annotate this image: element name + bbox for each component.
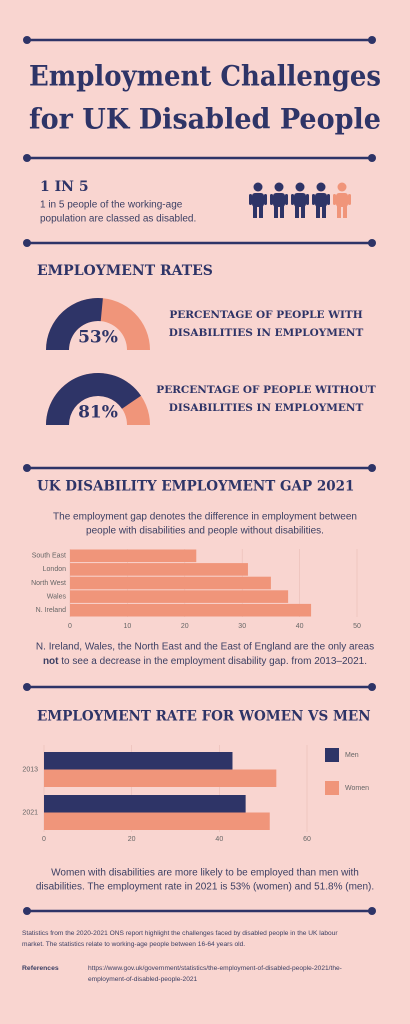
divider-dot — [23, 36, 31, 44]
footer-text: Statistics from the 2020-2021 ONS report… — [22, 930, 338, 937]
gauge-caption: PERCENTAGE OF PEOPLE WITHOUT — [156, 384, 376, 396]
divider-dot — [368, 683, 376, 691]
y-tick-label: London — [43, 566, 66, 573]
gauge-label: 53% — [78, 328, 118, 348]
x-tick-label: 10 — [124, 623, 132, 630]
bar — [70, 549, 197, 563]
divider-dot — [368, 907, 376, 915]
divider-dot — [368, 36, 376, 44]
legend-swatch — [325, 781, 339, 795]
note: N. Ireland, Wales, the North East and th… — [36, 642, 374, 653]
stat-heading: 1 IN 5 — [40, 179, 89, 195]
bar — [44, 769, 277, 787]
divider-dot — [23, 464, 31, 472]
bar — [44, 812, 270, 830]
y-tick-label: N. Ireland — [36, 607, 66, 614]
section-heading: EMPLOYMENT RATE FOR WOMEN VS MEN — [37, 709, 371, 725]
title: Employment Challenges — [29, 60, 381, 93]
y-tick-label: 2021 — [22, 809, 38, 816]
reference-link: https://www.gov.uk/government/statistics… — [88, 965, 342, 972]
title: for UK Disabled People — [29, 103, 381, 136]
x-tick-label: 20 — [128, 836, 136, 843]
x-tick-label: 0 — [68, 623, 72, 630]
gauge-fill — [46, 298, 103, 350]
gauge-caption: DISABILITIES IN EMPLOYMENT — [169, 402, 364, 414]
bar — [70, 576, 271, 590]
caption: disabilities. The employment rate in 202… — [36, 882, 374, 893]
legend-swatch — [325, 748, 339, 762]
divider-dot — [368, 154, 376, 162]
references-label: References — [22, 965, 59, 972]
gauge-caption: DISABILITIES IN EMPLOYMENT — [169, 327, 364, 339]
bar — [44, 752, 233, 770]
divider-dot — [23, 683, 31, 691]
divider-dot — [23, 154, 31, 162]
footer-text: market. The statistics relate to working… — [22, 941, 245, 948]
bar — [70, 563, 248, 576]
x-tick-label: 60 — [303, 836, 311, 843]
x-tick-label: 30 — [238, 623, 246, 630]
y-tick-label: South East — [32, 553, 66, 560]
x-tick-label: 20 — [181, 623, 189, 630]
x-tick-label: 50 — [353, 623, 361, 630]
gauge-fill — [46, 372, 142, 425]
y-tick-label: 2013 — [22, 766, 38, 773]
x-tick-label: 40 — [296, 623, 304, 630]
legend-label: Men — [345, 752, 359, 759]
divider-dot — [23, 239, 31, 247]
note: to see a decrease in the employment disa… — [59, 656, 368, 667]
legend-label: Women — [345, 785, 369, 792]
note-emphasis: not — [43, 656, 59, 667]
description: The employment gap denotes the differenc… — [53, 512, 357, 523]
divider-dot — [23, 907, 31, 915]
x-tick-label: 40 — [215, 836, 223, 843]
reference-link: employment-of-disabled-people-2021 — [88, 976, 198, 983]
gauge-caption: PERCENTAGE OF PEOPLE WITH — [169, 309, 362, 321]
section-heading: UK DISABILITY EMPLOYMENT GAP 2021 — [37, 479, 354, 495]
divider-dot — [368, 464, 376, 472]
stat-text: 1 in 5 people of the working-age — [40, 200, 183, 211]
note: not to see a decrease in the employment … — [43, 656, 367, 667]
gauge-label: 81% — [78, 403, 118, 423]
bar — [70, 590, 289, 603]
y-tick-label: Wales — [47, 593, 67, 600]
bar — [44, 795, 246, 813]
bar — [70, 603, 312, 617]
stat-text: population are classed as disabled. — [40, 214, 196, 225]
x-tick-label: 0 — [42, 836, 46, 843]
y-tick-label: North West — [31, 580, 66, 587]
description: people with disabilities and people with… — [86, 526, 324, 537]
caption: Women with disabilities are more likely … — [51, 868, 359, 879]
divider-dot — [368, 239, 376, 247]
section-heading: EMPLOYMENT RATES — [37, 263, 213, 279]
